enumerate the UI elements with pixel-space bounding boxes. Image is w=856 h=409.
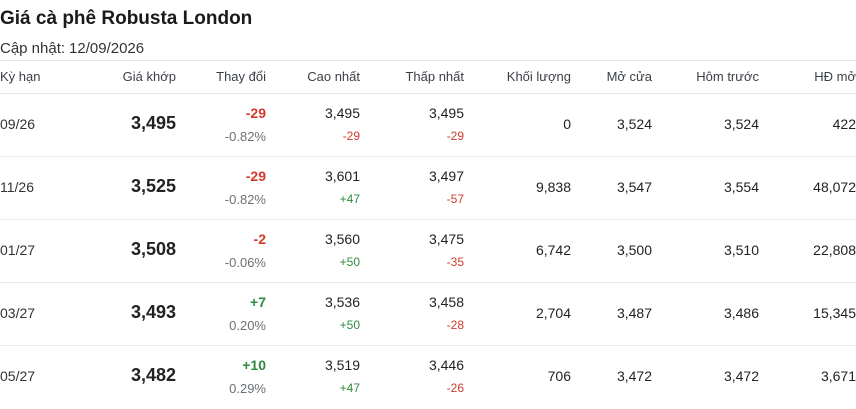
open-cell: 3,472 — [616, 368, 652, 384]
change-cell: -2 — [253, 231, 266, 247]
change-cell: +10 — [242, 357, 266, 373]
volume-cell: 706 — [547, 368, 571, 384]
prev-close-cell: 3,510 — [723, 242, 759, 258]
updated-line: Cập nhật: 12/09/2026 — [0, 40, 144, 57]
table-row: 05/27 3,482 +10 0.29% 3,519 +47 3,446 -2… — [0, 346, 856, 409]
column-header-prev: Hôm trước — [696, 69, 759, 84]
column-header-last: Giá khớp — [122, 69, 176, 84]
change-cell: -29 — [245, 105, 266, 121]
change-cell: -29 — [245, 168, 266, 184]
table-row: 09/26 3,495 -29 -0.82% 3,495 -29 3,495 -… — [0, 94, 856, 157]
updated-label: Cập nhật: — [0, 40, 66, 57]
change-percent-cell: -0.82% — [224, 192, 266, 207]
high-diff-cell: -29 — [342, 129, 360, 143]
volume-cell: 2,704 — [535, 305, 571, 321]
high-diff-cell: +50 — [339, 255, 360, 269]
open-interest-cell: 3,671 — [820, 368, 856, 384]
low-diff-cell: -26 — [446, 381, 464, 395]
low-diff-cell: -28 — [446, 318, 464, 332]
term-cell: 11/26 — [0, 179, 34, 195]
table-row: 01/27 3,508 -2 -0.06% 3,560 +50 3,475 -3… — [0, 220, 856, 283]
high-cell: 3,536 — [324, 294, 360, 310]
column-header-high: Cao nhất — [307, 69, 360, 84]
low-diff-cell: -35 — [446, 255, 464, 269]
high-cell: 3,519 — [324, 357, 360, 373]
open-cell: 3,524 — [616, 116, 652, 132]
open-interest-cell: 15,345 — [813, 305, 856, 321]
open-cell: 3,500 — [616, 242, 652, 258]
low-diff-cell: -57 — [446, 192, 464, 206]
column-header-volume: Khối lượng — [506, 69, 571, 84]
table-header: Kỳ hạn Giá khớp Thay đổi Cao nhất Thấp n… — [0, 60, 856, 94]
term-cell: 01/27 — [0, 242, 36, 258]
table-row: 03/27 3,493 +7 0.20% 3,536 +50 3,458 -28… — [0, 283, 856, 346]
column-header-low: Thấp nhất — [405, 69, 464, 84]
high-cell: 3,495 — [324, 105, 360, 121]
last-price-cell: 3,493 — [130, 302, 176, 322]
column-header-oi: HĐ mở — [814, 69, 856, 84]
low-cell: 3,446 — [428, 357, 464, 373]
volume-cell: 6,742 — [535, 242, 571, 258]
change-percent-cell: -0.06% — [224, 255, 266, 270]
column-header-term: Kỳ hạn — [0, 69, 41, 84]
change-percent-cell: 0.20% — [229, 318, 266, 333]
low-cell: 3,475 — [428, 231, 464, 247]
change-percent-cell: 0.29% — [229, 381, 266, 396]
open-interest-cell: 22,808 — [813, 242, 856, 258]
low-cell: 3,497 — [428, 168, 464, 184]
prev-close-cell: 3,524 — [723, 116, 759, 132]
updated-date: 12/09/2026 — [69, 40, 145, 57]
last-price-cell: 3,495 — [130, 113, 176, 133]
last-price-cell: 3,508 — [130, 239, 176, 259]
open-cell: 3,547 — [616, 179, 652, 195]
last-price-cell: 3,525 — [130, 176, 176, 196]
high-diff-cell: +47 — [339, 381, 360, 395]
change-percent-cell: -0.82% — [224, 129, 266, 144]
open-interest-cell: 422 — [832, 116, 856, 132]
high-cell: 3,560 — [324, 231, 360, 247]
table-row: 11/26 3,525 -29 -0.82% 3,601 +47 3,497 -… — [0, 157, 856, 220]
column-header-open: Mở cửa — [606, 69, 652, 84]
volume-cell: 0 — [563, 116, 571, 132]
high-diff-cell: +47 — [339, 192, 360, 206]
change-cell: +7 — [250, 294, 266, 310]
column-header-change: Thay đổi — [216, 69, 266, 84]
volume-cell: 9,838 — [535, 179, 571, 195]
open-interest-cell: 48,072 — [813, 179, 856, 195]
low-cell: 3,458 — [428, 294, 464, 310]
term-cell: 05/27 — [0, 368, 36, 384]
low-cell: 3,495 — [428, 105, 464, 121]
prev-close-cell: 3,486 — [723, 305, 759, 321]
open-cell: 3,487 — [616, 305, 652, 321]
last-price-cell: 3,482 — [130, 365, 176, 385]
page-title: Giá cà phê Robusta London — [0, 8, 253, 29]
prev-close-cell: 3,472 — [723, 368, 759, 384]
term-cell: 03/27 — [0, 305, 36, 321]
high-diff-cell: +50 — [339, 318, 360, 332]
low-diff-cell: -29 — [446, 129, 464, 143]
prev-close-cell: 3,554 — [723, 179, 759, 195]
term-cell: 09/26 — [0, 116, 36, 132]
high-cell: 3,601 — [324, 168, 360, 184]
